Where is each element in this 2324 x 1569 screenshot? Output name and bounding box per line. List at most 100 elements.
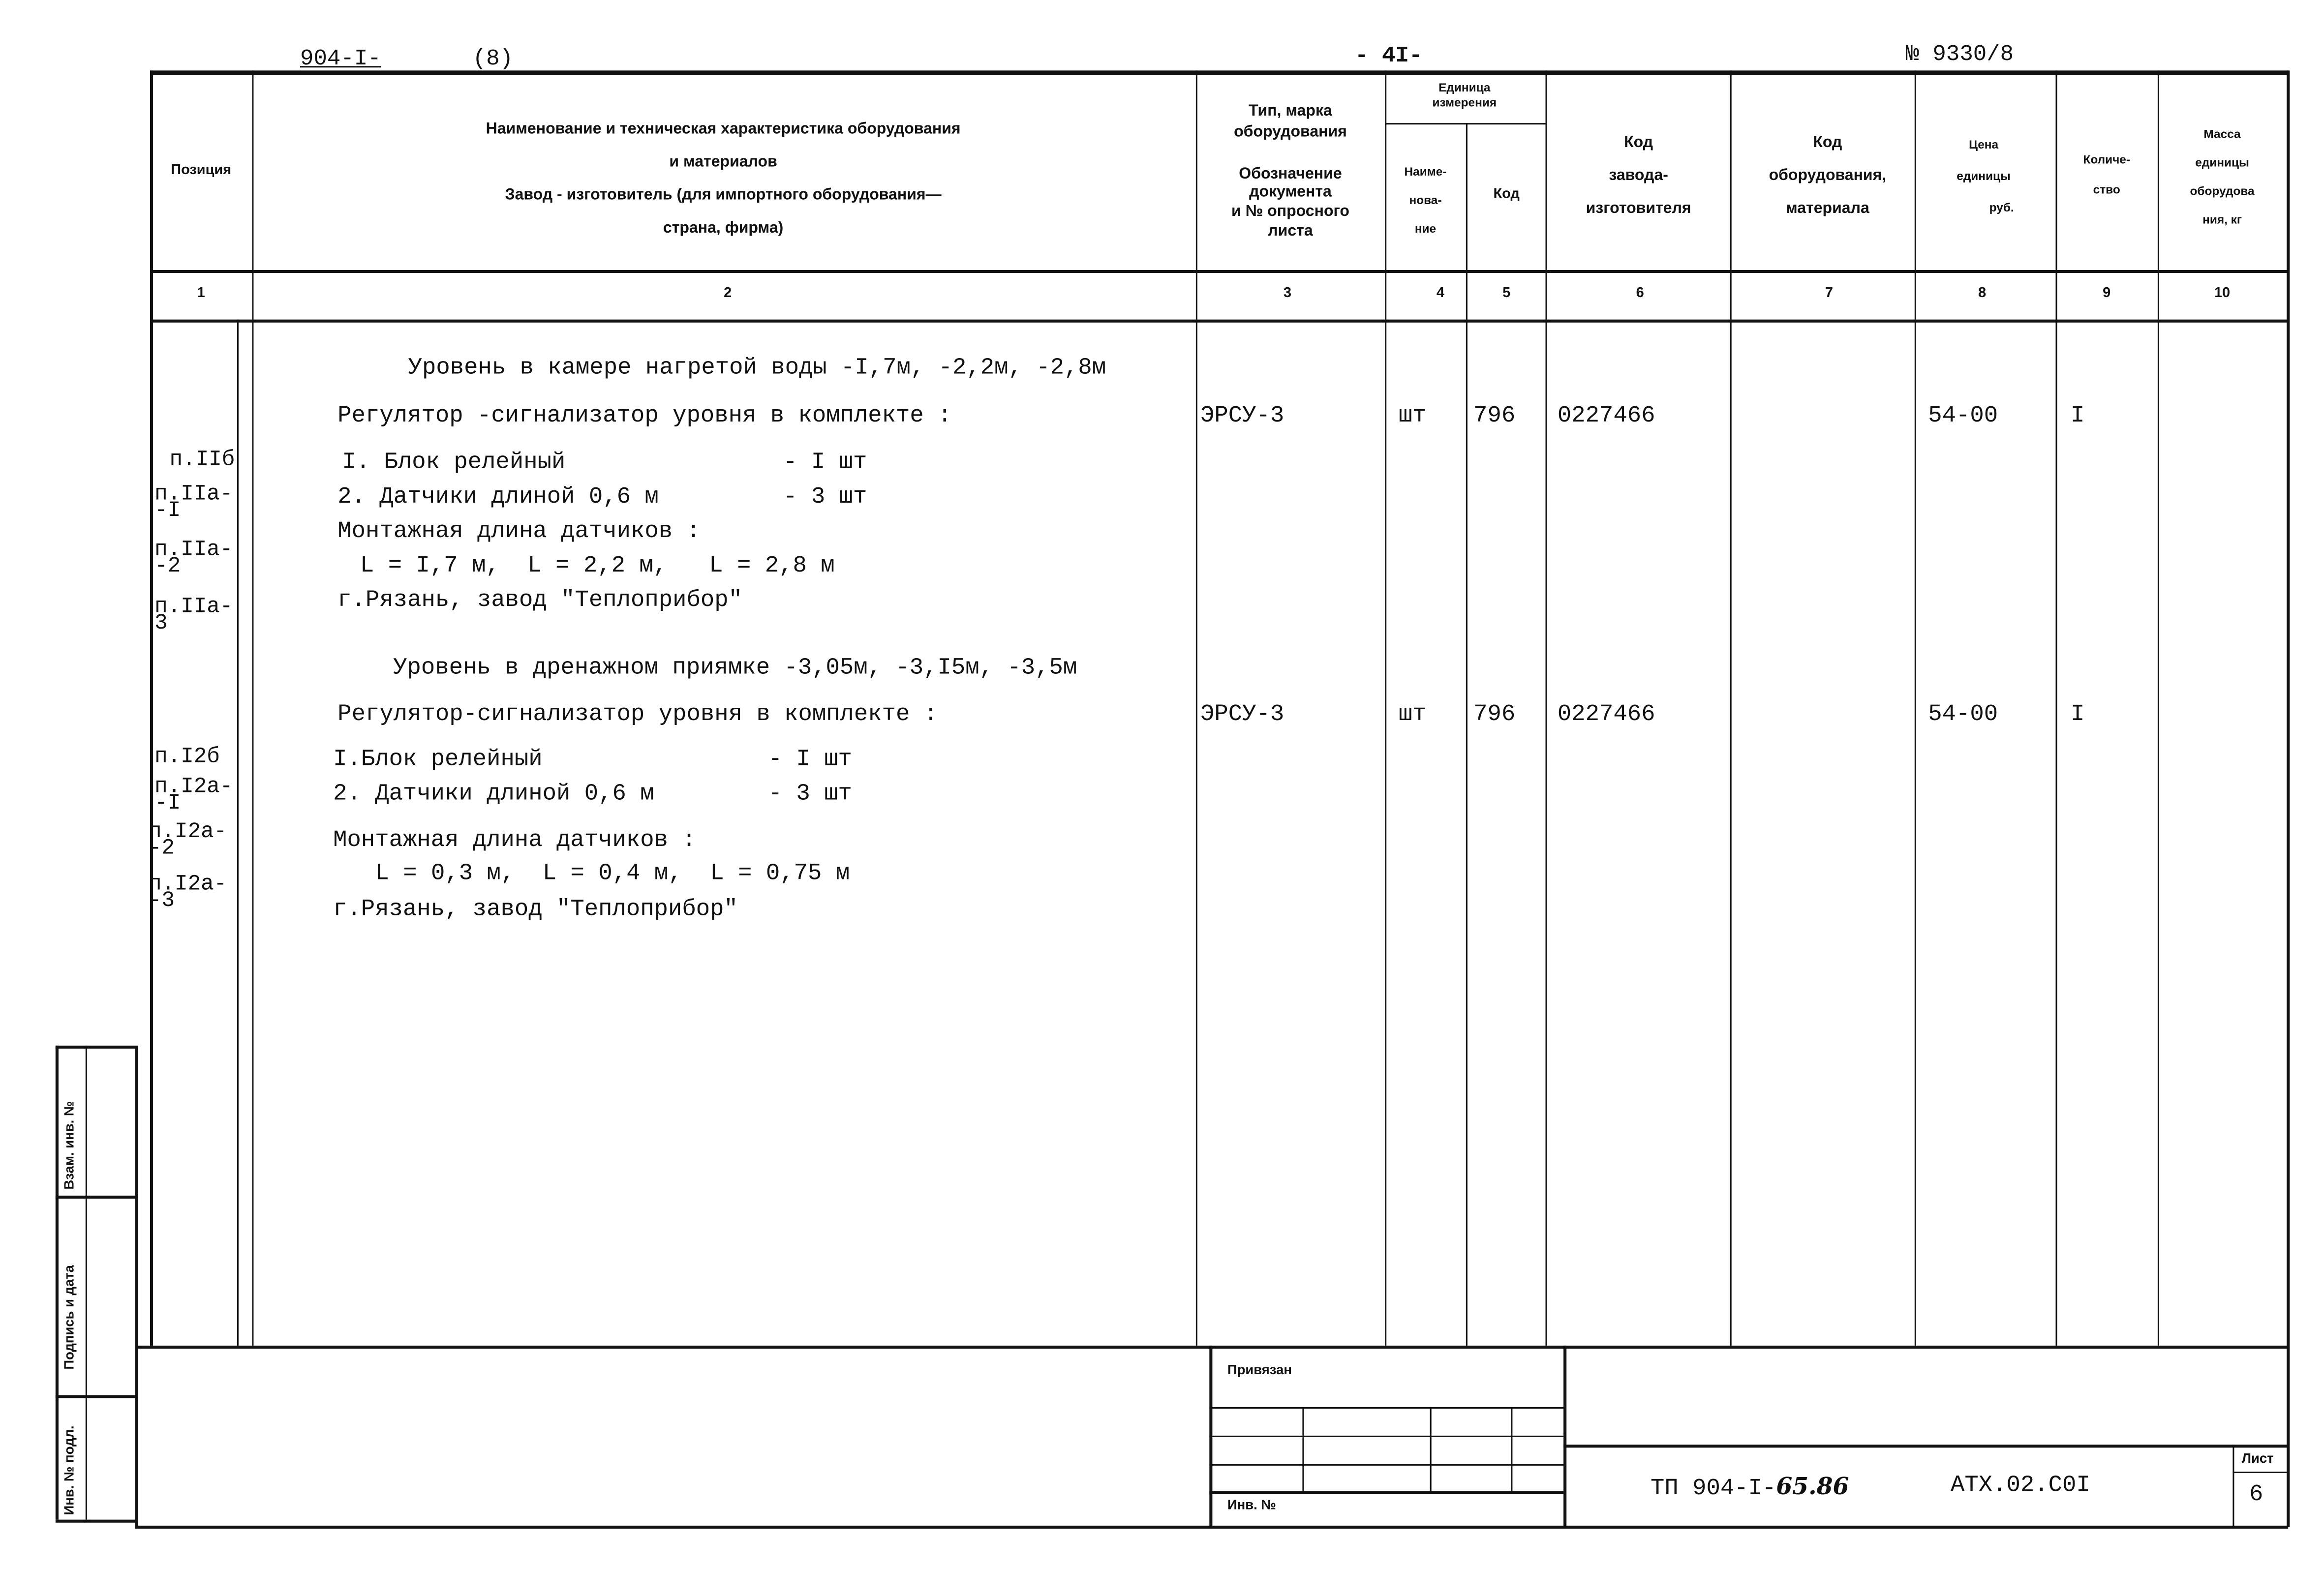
col-line [1385, 70, 1387, 1346]
header-line: Завод - изготовитель (для импортного обо… [505, 186, 942, 204]
position-code: п.IIб [169, 448, 235, 473]
position-code: п.I2а- -3 [148, 873, 227, 914]
header-material-code: Код оборудования, материала [1769, 126, 1887, 225]
frame-top [150, 70, 2289, 75]
title-block-line [1302, 1407, 1304, 1491]
sheet-box-border [2232, 1445, 2234, 1527]
header-line: листа [1268, 222, 1313, 240]
stamp-border [55, 1395, 135, 1398]
item-qty: - 3 шт [768, 780, 852, 807]
header-unit-name: Наиме- нова- ние [1405, 157, 1447, 243]
unit: шт [1398, 700, 1427, 728]
col-number: 1 [197, 285, 205, 302]
header-line: оборудования [1234, 123, 1347, 141]
equipment-type: ЭРСУ-3 [1200, 700, 1284, 728]
item-text: 2. Датчики длиной 0,6 м [337, 483, 659, 510]
price: 54-00 [1928, 402, 1998, 429]
frame-left-lower [135, 1045, 138, 1527]
header-divider [150, 270, 2289, 273]
title-block-line [1209, 1407, 1564, 1409]
unit-code: 796 [1473, 700, 1516, 728]
header-line: ние [1414, 222, 1437, 236]
frame-left [150, 70, 153, 1346]
numbers-divider [150, 319, 2289, 323]
col-number: 10 [2214, 285, 2231, 302]
header-line: Единица [1438, 81, 1491, 95]
header-line: ния, кг [2202, 213, 2242, 227]
title-block-line [1209, 1464, 1564, 1466]
doc-code: ТП 904-I-65.86 [1651, 1472, 1849, 1502]
sheet-label: Лист [2241, 1450, 2274, 1466]
col-line [1914, 70, 1916, 1346]
sensor-lengths: L = I,7 м, L = 2,2 м, L = 2,8 м [360, 552, 835, 579]
item-qty: - I шт [768, 745, 852, 773]
page-number: - 4I- [1355, 43, 1423, 69]
header-quantity: Количе- ство [2083, 146, 2130, 206]
frame-right [2287, 70, 2290, 1527]
header-line: Количе- [2083, 153, 2130, 167]
item-text: 2. Датчики длиной 0,6 м [333, 780, 654, 807]
header-line: Тип, марка [1249, 102, 1332, 120]
section-title: Уровень в камере нагретой воды -I,7м, -2… [408, 354, 1106, 381]
item-text: I. Блок релейный [342, 448, 566, 476]
col-line [1545, 70, 1547, 1346]
header-line: единицы [1957, 169, 2011, 183]
mount-label: Монтажная длина датчиков : [333, 826, 696, 854]
header-line: измерения [1432, 96, 1497, 110]
title-block-line [1209, 1435, 1564, 1437]
part-number: (8) [472, 46, 514, 72]
title-block-line [1563, 1445, 2289, 1448]
stamp-border [55, 1195, 135, 1199]
stamp-border [85, 1045, 87, 1520]
item-qty: - 3 шт [783, 483, 867, 510]
stamp-border [55, 1045, 135, 1049]
album-number: № 9330/8 [1905, 42, 2014, 68]
title-block-line [1430, 1407, 1432, 1491]
quantity: I [2071, 700, 2085, 728]
maker-code: 0227466 [1557, 700, 1655, 728]
maker-code: 0227466 [1557, 402, 1655, 429]
section-title: Уровень в дренажном приямке -3,05м, -3,I… [393, 654, 1077, 681]
series-number: 904-I- [300, 46, 381, 72]
stamp-border [55, 1045, 59, 1520]
col-number: 6 [1636, 285, 1644, 302]
price: 54-00 [1928, 700, 1998, 728]
header-line: страна, фирма) [663, 219, 784, 237]
header-line: Цена [1969, 138, 1999, 152]
col-line [2055, 70, 2057, 1346]
header-line: и № опросного [1231, 202, 1349, 221]
unit-group-divider [1385, 123, 1546, 125]
drawing-code: АТХ.02.С0I [1951, 1472, 2090, 1499]
equipment-name: Регулятор-сигнализатор уровня в комплект… [337, 700, 938, 728]
position-code: п.I2а- -I [154, 775, 233, 816]
header-line: оборудования, [1769, 166, 1887, 185]
header-line: руб. [1989, 201, 2014, 215]
attached-label: Привязан [1227, 1362, 1292, 1377]
header-line: единицы [2195, 156, 2249, 170]
header-line: изготовителя [1586, 199, 1691, 218]
equipment-name: Регулятор -сигнализатор уровня в комплек… [337, 402, 952, 429]
position-code: п.IIа- -2 [154, 538, 233, 579]
doc-code-text: ТП 904-I- [1651, 1475, 1776, 1502]
col-number: 2 [724, 285, 732, 302]
header-line: материала [1785, 199, 1869, 218]
col-line [1195, 70, 1197, 1346]
header-mass: Масса единицы оборудова ния, кг [2190, 120, 2254, 234]
mount-label: Монтажная длина датчиков : [337, 517, 701, 545]
stamp-replaced-inv: Взам. инв. № [61, 1101, 77, 1190]
header-type: Тип, марка оборудования Обозначение доку… [1231, 100, 1349, 240]
unit: шт [1398, 402, 1427, 429]
frame-bottom [135, 1525, 2289, 1529]
sheet-number: 6 [2249, 1480, 2263, 1508]
header-line: Код [1624, 133, 1653, 152]
quantity: I [2071, 402, 2085, 429]
header-position: Позиция [171, 162, 232, 179]
col-number: 4 [1436, 285, 1445, 302]
header-line: Наименование и техническая характеристик… [486, 120, 961, 138]
position-code: п.I2б [154, 745, 220, 770]
factory: г.Рязань, завод "Теплоприбор" [337, 586, 742, 614]
col-number: 5 [1502, 285, 1511, 302]
header-line: Обозначение [1239, 165, 1342, 183]
factory: г.Рязань, завод "Теплоприбор" [333, 895, 738, 923]
position-code: п.IIа- 3 [154, 595, 233, 636]
